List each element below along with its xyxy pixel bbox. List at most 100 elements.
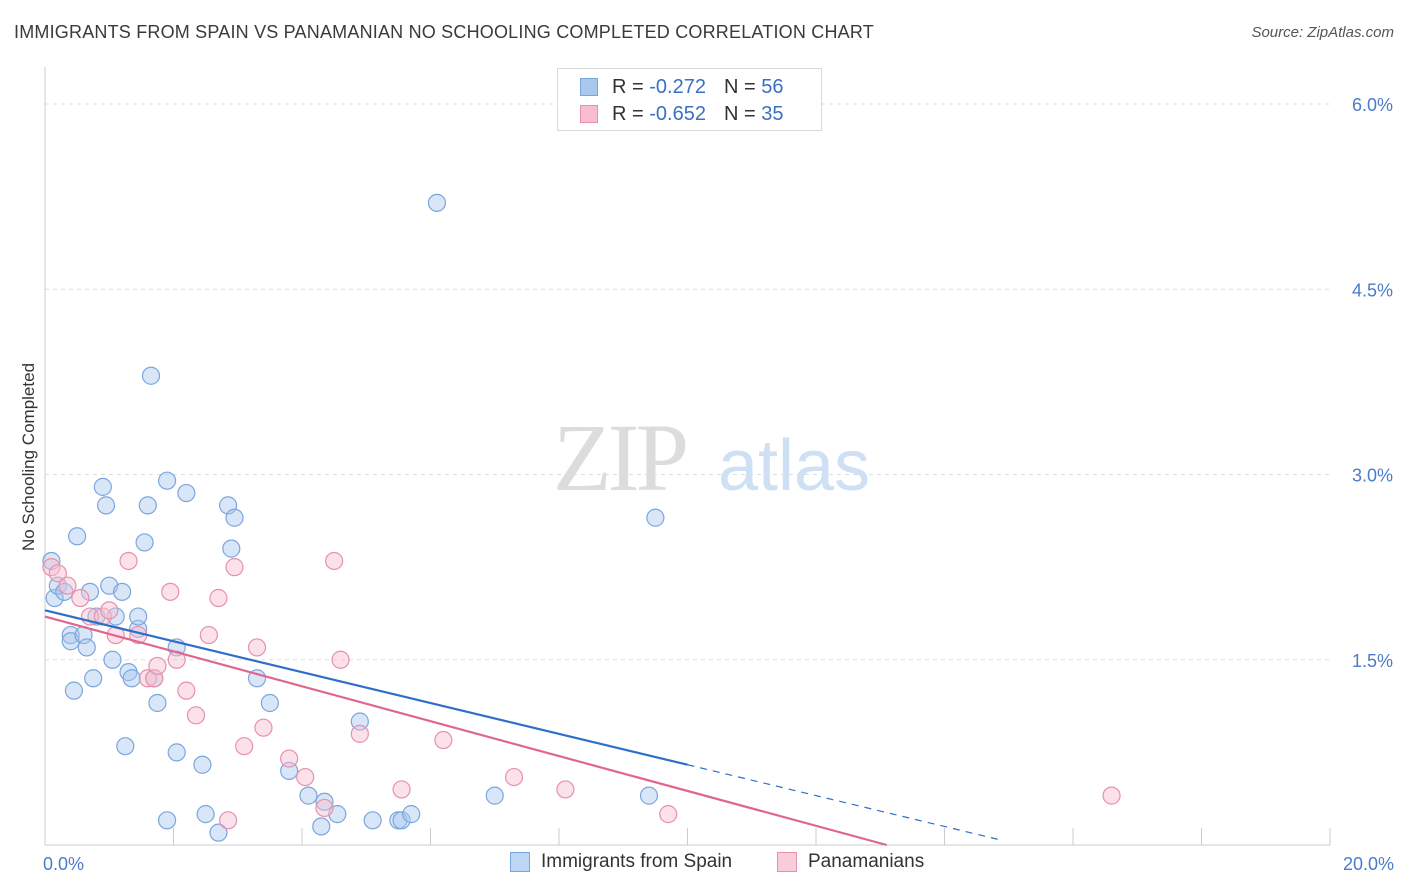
point-spain	[312, 817, 331, 836]
series-legend-spain[interactable]: Immigrants from Spain	[510, 851, 732, 873]
point-panamanians	[325, 551, 344, 571]
x-tick-label: 0.0%	[43, 854, 84, 874]
data-points	[42, 193, 1121, 842]
point-spain	[138, 496, 157, 515]
point-spain	[112, 582, 132, 601]
point-panamanians	[58, 576, 77, 595]
trend-line-spain	[44, 609, 688, 766]
legend-n-value: 56	[761, 75, 784, 98]
point-panamanians	[235, 737, 254, 756]
point-spain	[485, 786, 504, 805]
point-spain	[103, 650, 122, 669]
point-spain	[93, 477, 112, 496]
point-spain	[64, 681, 84, 700]
point-panamanians	[504, 767, 524, 787]
point-panamanians	[199, 625, 218, 645]
point-panamanians	[1102, 786, 1121, 805]
legend-row-spain: R = -0.272 N = 56	[580, 75, 783, 99]
point-spain	[222, 539, 241, 558]
point-panamanians	[48, 564, 67, 583]
x-tick-label: 20.0%	[1343, 854, 1394, 874]
point-spain	[639, 786, 659, 805]
point-spain	[129, 607, 148, 626]
point-spain	[68, 527, 87, 546]
point-panamanians	[280, 749, 299, 768]
point-panamanians	[434, 730, 453, 750]
point-panamanians	[138, 669, 157, 688]
point-spain	[157, 471, 177, 490]
point-spain	[96, 496, 116, 515]
point-spain	[299, 786, 318, 805]
point-panamanians	[392, 780, 411, 799]
chart-title: IMMIGRANTS FROM SPAIN VS PANAMANIAN NO S…	[14, 22, 874, 42]
point-panamanians	[186, 706, 206, 725]
point-spain	[167, 743, 186, 762]
trend-lines	[44, 609, 1003, 847]
point-panamanians	[219, 811, 238, 830]
point-panamanians	[331, 650, 350, 669]
point-spain	[402, 805, 421, 824]
point-panamanians	[100, 601, 119, 620]
point-spain	[363, 811, 382, 830]
point-spain	[141, 366, 161, 385]
trend-line-panamanians	[44, 615, 887, 847]
point-panamanians	[350, 724, 369, 743]
point-panamanians	[556, 780, 575, 799]
point-spain	[196, 805, 215, 824]
point-panamanians	[315, 798, 334, 818]
point-spain	[80, 582, 100, 601]
point-panamanians	[71, 588, 90, 608]
y-tick-label: 6.0%	[1352, 95, 1393, 115]
y-tick-label: 3.0%	[1352, 466, 1393, 486]
series-swatch-spain	[510, 852, 530, 872]
legend-n-label: N =	[723, 75, 756, 98]
legend-row-panamanians: R = -0.652 N = 35	[580, 102, 783, 126]
point-spain	[350, 712, 369, 731]
point-spain	[157, 811, 177, 830]
legend-n-label: N =	[723, 102, 756, 125]
watermark: ZIP atlas	[553, 404, 870, 511]
chart-source: Source: ZipAtlas.com	[1251, 24, 1394, 41]
point-panamanians	[254, 718, 273, 737]
y-tick-label: 1.5%	[1352, 651, 1393, 671]
correlation-legend: R = -0.272 N = 56 R = -0.652 N = 35	[557, 68, 822, 131]
point-spain	[116, 737, 135, 756]
y-axis-label: No Schooling Completed	[19, 363, 38, 551]
point-spain	[77, 638, 96, 657]
point-panamanians	[177, 681, 196, 700]
point-spain	[209, 823, 228, 842]
y-tick-label: 4.5%	[1352, 280, 1393, 300]
point-panamanians	[296, 767, 315, 787]
point-spain	[148, 693, 167, 713]
point-spain	[193, 755, 212, 774]
grid-lines	[45, 103, 1330, 661]
point-spain	[177, 483, 196, 503]
point-spain	[646, 508, 665, 527]
point-panamanians	[659, 805, 678, 824]
legend-swatch-panamanians	[580, 105, 598, 123]
point-panamanians	[247, 638, 267, 657]
series-swatch-panamanians	[777, 852, 797, 872]
legend-r-label: R =	[612, 102, 644, 125]
point-spain	[225, 508, 244, 527]
series-legend-panamanians[interactable]: Panamanians	[777, 851, 924, 873]
legend-n-value: 35	[761, 102, 784, 125]
series-legend: Immigrants from Spain Panamanians	[0, 851, 1406, 877]
series-label-panamanians: Panamanians	[808, 851, 925, 872]
legend-r-value: -0.272	[649, 75, 706, 98]
point-spain	[135, 533, 154, 552]
series-label-spain: Immigrants from Spain	[541, 851, 733, 872]
trend-line-spain-extension	[687, 764, 1003, 841]
point-panamanians	[161, 582, 180, 601]
legend-swatch-spain	[580, 78, 598, 96]
tick-labels: 1.5% 3.0% 4.5% 6.0% 0.0% 20.0%	[43, 95, 1394, 874]
point-spain	[61, 625, 80, 645]
legend-r-label: R =	[612, 75, 644, 98]
point-spain	[260, 693, 279, 713]
watermark-atlas: atlas	[718, 426, 870, 506]
point-panamanians	[148, 656, 167, 676]
axes	[44, 67, 1331, 846]
point-spain	[392, 811, 411, 830]
point-panamanians	[209, 588, 228, 608]
